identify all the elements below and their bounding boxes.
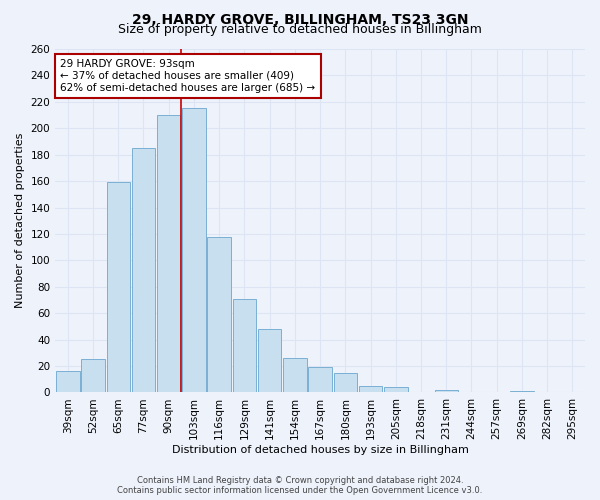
Bar <box>208 236 231 392</box>
Text: Size of property relative to detached houses in Billingham: Size of property relative to detached ho… <box>118 22 482 36</box>
Bar <box>510 391 533 392</box>
Y-axis label: Number of detached properties: Number of detached properties <box>15 133 25 308</box>
Bar <box>157 115 181 392</box>
Bar <box>359 386 382 392</box>
Text: 29, HARDY GROVE, BILLINGHAM, TS23 3GN: 29, HARDY GROVE, BILLINGHAM, TS23 3GN <box>132 12 468 26</box>
Title: 29, HARDY GROVE, BILLINGHAM, TS23 3GN
Size of property relative to detached hous: 29, HARDY GROVE, BILLINGHAM, TS23 3GN Si… <box>0 499 1 500</box>
X-axis label: Distribution of detached houses by size in Billingham: Distribution of detached houses by size … <box>172 445 469 455</box>
Bar <box>81 360 105 392</box>
Bar <box>334 372 357 392</box>
Bar <box>283 358 307 392</box>
Text: 29 HARDY GROVE: 93sqm
← 37% of detached houses are smaller (409)
62% of semi-det: 29 HARDY GROVE: 93sqm ← 37% of detached … <box>61 60 316 92</box>
Bar <box>56 372 80 392</box>
Bar <box>384 387 407 392</box>
Bar <box>308 368 332 392</box>
Bar <box>434 390 458 392</box>
Bar <box>132 148 155 392</box>
Bar <box>107 182 130 392</box>
Bar <box>182 108 206 393</box>
Bar <box>233 298 256 392</box>
Text: Contains HM Land Registry data © Crown copyright and database right 2024.
Contai: Contains HM Land Registry data © Crown c… <box>118 476 482 495</box>
Bar <box>258 329 281 392</box>
